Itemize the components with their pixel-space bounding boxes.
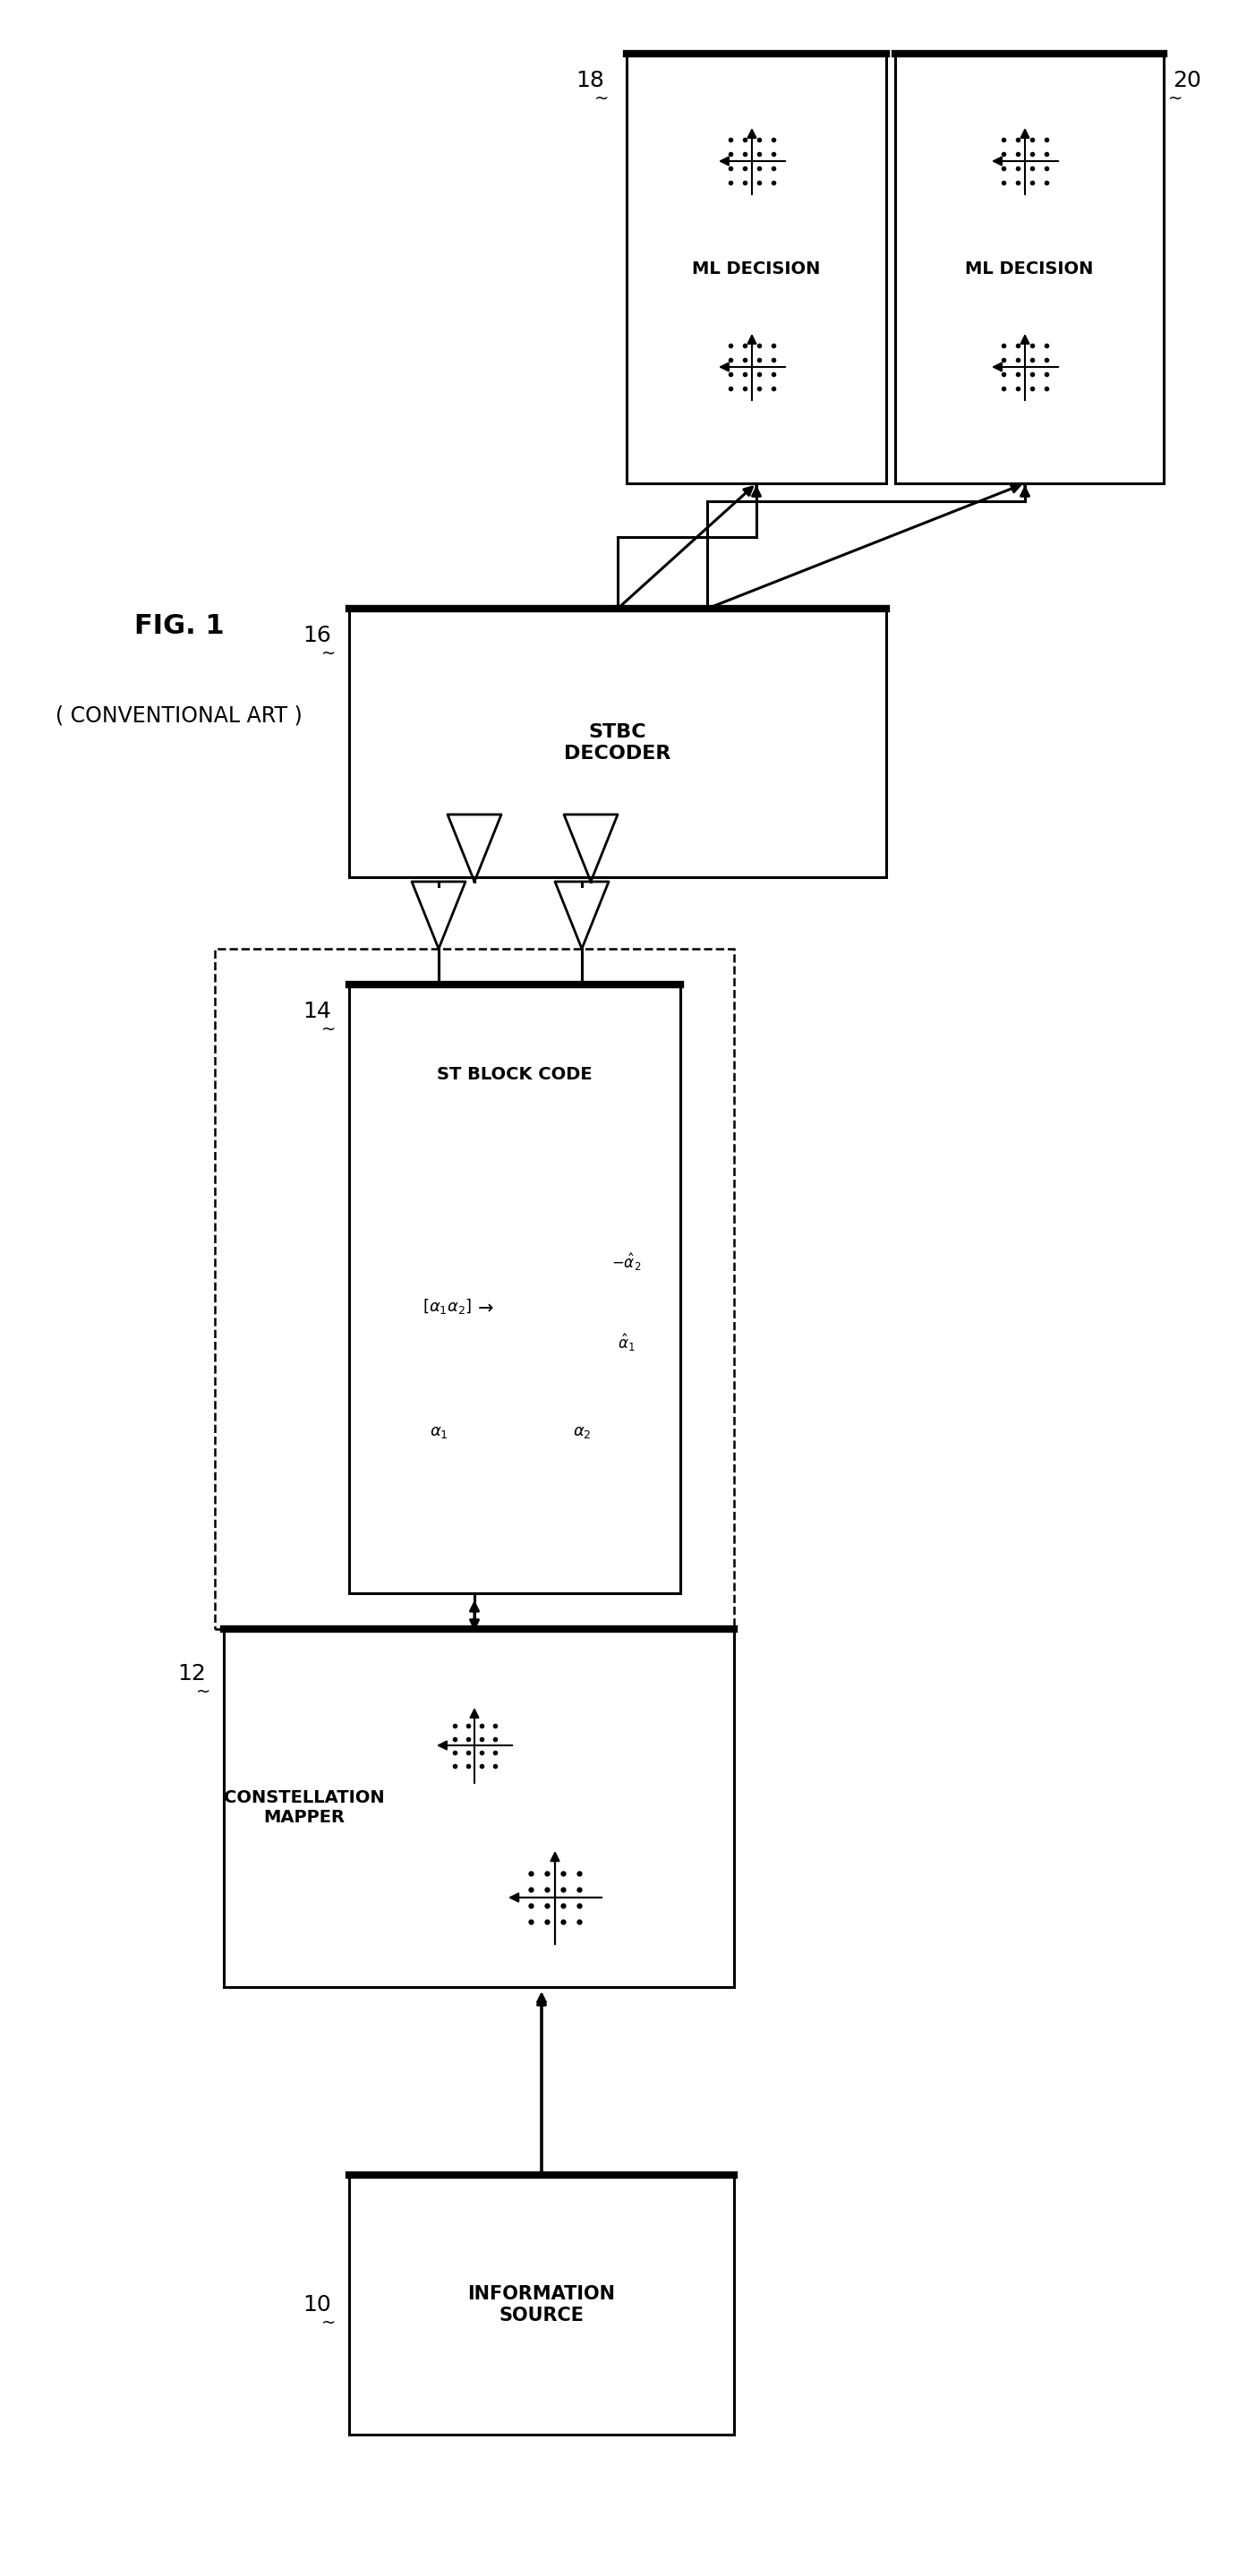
Text: $\alpha_2$: $\alpha_2$: [572, 1425, 591, 1440]
Text: 12: 12: [177, 1664, 206, 1685]
Text: ~: ~: [321, 1020, 335, 1038]
Bar: [895, 54, 1163, 484]
Text: ML DECISION: ML DECISION: [965, 260, 1093, 278]
Bar: [223, 1628, 734, 1986]
Text: ~: ~: [321, 2313, 335, 2331]
Bar: [215, 948, 734, 1628]
Text: CONSTELLATION
MAPPER: CONSTELLATION MAPPER: [223, 1790, 385, 1826]
Text: $\rightarrow$: $\rightarrow$: [473, 1298, 493, 1316]
Bar: [349, 2174, 734, 2434]
Text: 14: 14: [302, 999, 331, 1023]
Text: $[\alpha_1\alpha_2]$: $[\alpha_1\alpha_2]$: [423, 1298, 472, 1316]
Bar: [626, 54, 886, 484]
Text: INFORMATION
SOURCE: INFORMATION SOURCE: [468, 2285, 615, 2324]
Text: 18: 18: [576, 70, 604, 90]
Text: ~: ~: [1168, 90, 1182, 108]
Text: $\alpha_1$: $\alpha_1$: [429, 1425, 448, 1440]
Text: STBC
DECODER: STBC DECODER: [565, 724, 671, 762]
Text: ( CONVENTIONAL ART ): ( CONVENTIONAL ART ): [55, 706, 302, 726]
Bar: [349, 984, 680, 1592]
Text: 10: 10: [302, 2295, 331, 2316]
Text: 16: 16: [302, 626, 331, 647]
Text: $\hat{\alpha}_1$: $\hat{\alpha}_1$: [617, 1332, 635, 1352]
Text: ~: ~: [196, 1682, 211, 1700]
Text: ~: ~: [321, 644, 335, 662]
Text: 20: 20: [1172, 70, 1201, 90]
Text: ST BLOCK CODE: ST BLOCK CODE: [437, 1066, 592, 1082]
Text: $-\hat{\alpha}_2$: $-\hat{\alpha}_2$: [611, 1252, 641, 1273]
Text: ~: ~: [594, 90, 609, 108]
Text: ML DECISION: ML DECISION: [693, 260, 821, 278]
Text: FIG. 1: FIG. 1: [134, 613, 225, 639]
Bar: [349, 608, 886, 878]
